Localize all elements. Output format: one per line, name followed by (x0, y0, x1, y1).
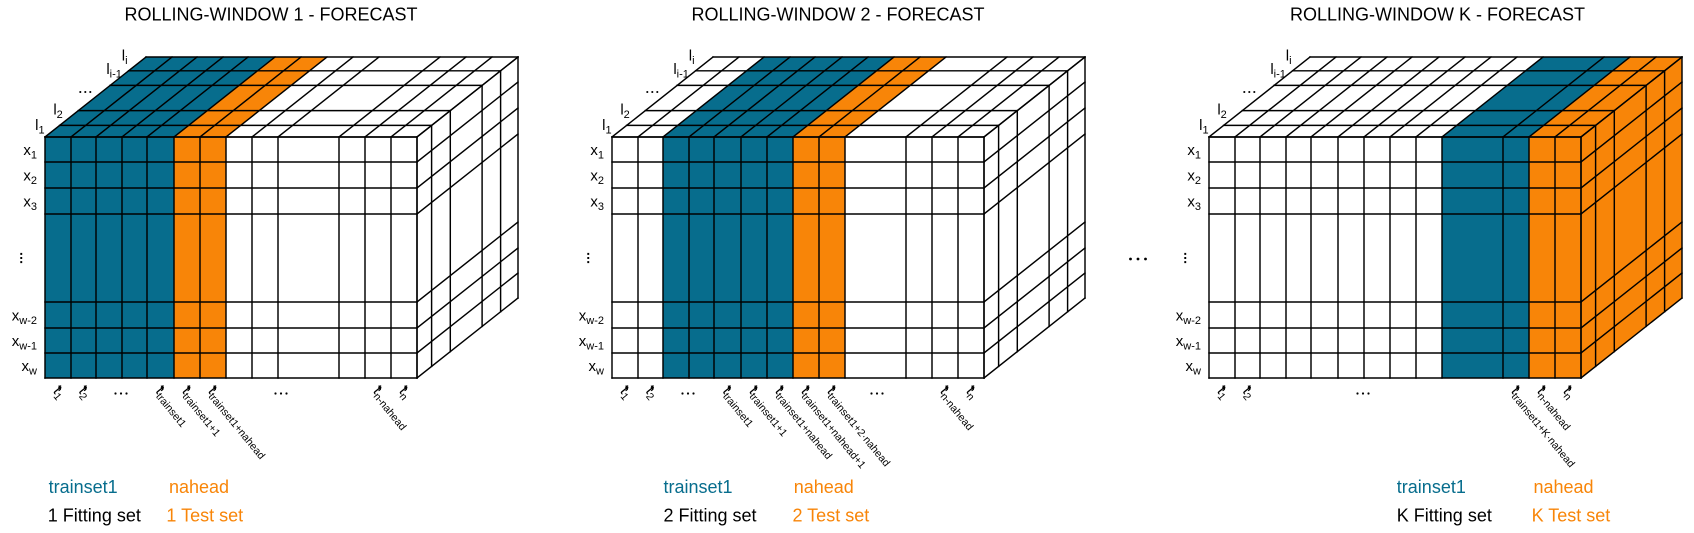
svg-text:l2: l2 (53, 102, 62, 122)
svg-text:K Fitting set: K Fitting set (1397, 506, 1492, 526)
svg-text:nahead: nahead (794, 477, 854, 497)
svg-text:ROLLING-WINDOW 2 - FORECAST: ROLLING-WINDOW 2 - FORECAST (691, 5, 984, 25)
svg-text:trainset1: trainset1 (49, 477, 118, 497)
svg-text:li: li (1286, 48, 1292, 68)
svg-text:1 Fitting set: 1 Fitting set (48, 506, 141, 526)
svg-text:l1: l1 (602, 117, 611, 137)
svg-text:l1: l1 (1199, 117, 1208, 137)
svg-text:2 Fitting set: 2 Fitting set (664, 506, 757, 526)
svg-text:K Test set: K Test set (1532, 506, 1611, 526)
svg-text:ROLLING-WINDOW 1 - FORECAST: ROLLING-WINDOW 1 - FORECAST (124, 5, 417, 25)
svg-text:l2: l2 (1217, 102, 1226, 122)
svg-text:nahead: nahead (1534, 477, 1594, 497)
svg-text:li: li (122, 48, 128, 68)
svg-text:li: li (689, 48, 695, 68)
svg-text:nahead: nahead (169, 477, 229, 497)
svg-text:trainset1: trainset1 (1397, 477, 1466, 497)
svg-text:trainset1: trainset1 (664, 477, 733, 497)
svg-text:2 Test set: 2 Test set (793, 506, 870, 526)
svg-text:1 Test set: 1 Test set (166, 506, 243, 526)
svg-text:ROLLING-WINDOW K - FORECAST: ROLLING-WINDOW K - FORECAST (1290, 5, 1585, 25)
svg-text:l1: l1 (35, 117, 44, 137)
svg-text:l2: l2 (620, 102, 629, 122)
